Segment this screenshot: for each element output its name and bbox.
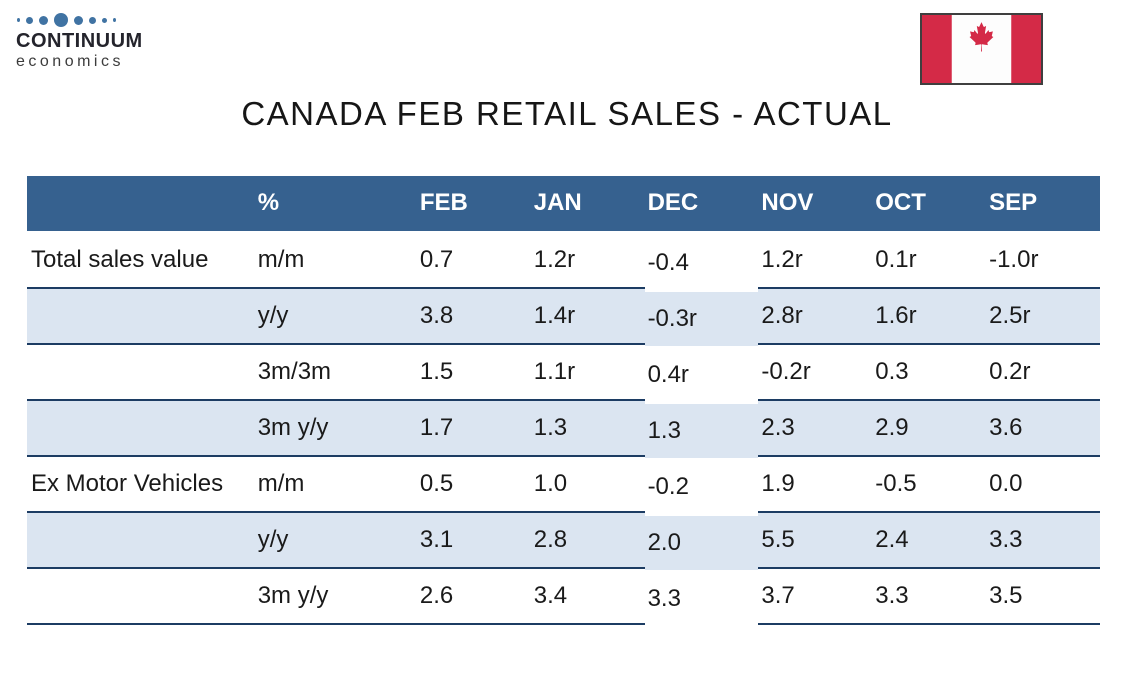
page-title: CANADA FEB RETAIL SALES - ACTUAL	[241, 95, 893, 132]
logo-tagline: economics	[16, 53, 124, 70]
table-row: 3m y/y 2.6 3.4 3.3 3.7 3.3 3.5	[27, 567, 1100, 628]
table-row: y/y 3.1 2.8 2.0 5.5 2.4 3.3	[27, 511, 1100, 571]
cell-value: 1.0	[530, 455, 645, 512]
logo-wordmark: CONTINUUM	[16, 30, 143, 52]
logo-dot	[113, 18, 116, 22]
column-header-oct: OCT	[872, 176, 987, 234]
cell-value: 3.3	[644, 570, 759, 628]
cell-value: 3.3	[872, 567, 987, 625]
row-measure: 3m y/y	[254, 399, 417, 456]
cell-value: 0.7	[416, 231, 531, 288]
cell-value: 2.8r	[758, 287, 873, 344]
row-label	[27, 343, 255, 400]
row-label	[27, 511, 255, 568]
cell-value: -0.5	[872, 455, 987, 512]
logo-dots-icon	[17, 12, 196, 28]
row-measure: 3m/3m	[254, 343, 417, 400]
cell-value: -0.2r	[758, 343, 873, 400]
cell-value: 5.5	[758, 511, 873, 568]
cell-value: 3.6	[986, 399, 1100, 456]
continuum-economics-logo: CONTINUUM economics	[16, 12, 196, 71]
row-measure: m/m	[254, 231, 417, 288]
column-header-nov: NOV	[758, 176, 873, 234]
column-header-dec: DEC	[644, 176, 759, 234]
column-header-feb: FEB	[416, 176, 531, 234]
logo-dot	[89, 16, 96, 24]
cell-value: 1.3	[530, 399, 645, 456]
cell-value: 3.1	[416, 511, 531, 568]
cell-value: 0.5	[416, 455, 531, 512]
cell-value: 0.4r	[644, 346, 759, 403]
retail-sales-table: % FEB JAN DEC NOV OCT SEP Total sales va…	[27, 176, 1100, 628]
cell-value: 1.5	[416, 343, 531, 400]
cell-value: 2.3	[758, 399, 873, 456]
logo-dot	[17, 18, 20, 22]
row-measure: y/y	[254, 287, 417, 344]
canada-flag-icon	[920, 13, 1043, 85]
row-measure: m/m	[254, 455, 417, 512]
cell-value: -0.2	[644, 458, 759, 515]
logo-dot	[26, 16, 33, 24]
cell-value: 2.9	[872, 399, 987, 456]
cell-value: 3.5	[986, 567, 1100, 625]
cell-value: 3.7	[758, 567, 873, 625]
cell-value: 0.3	[872, 343, 987, 400]
cell-value: 2.8	[530, 511, 645, 568]
table-row: Ex Motor Vehicles m/m 0.5 1.0 -0.2 1.9 -0.5 0.0	[27, 455, 1100, 515]
cell-value: 1.2r	[758, 231, 873, 288]
cell-value: 1.2r	[530, 231, 645, 288]
cell-value: 0.2r	[986, 343, 1100, 400]
header-row: % FEB JAN DEC NOV OCT SEP	[27, 176, 1100, 234]
row-measure: 3m y/y	[254, 567, 417, 625]
cell-value: 0.0	[986, 455, 1100, 512]
logo-dot	[39, 15, 48, 25]
cell-value: -1.0r	[986, 231, 1100, 288]
row-label	[27, 567, 255, 625]
table-row: y/y 3.8 1.4r -0.3r 2.8r 1.6r 2.5r	[27, 287, 1100, 347]
cell-value: 2.4	[872, 511, 987, 568]
row-measure: y/y	[254, 511, 417, 568]
data-table: % FEB JAN DEC NOV OCT SEP Total sales va…	[27, 176, 1100, 628]
cell-value: 1.6r	[872, 287, 987, 344]
column-header-jan: JAN	[530, 176, 645, 234]
row-label: Total sales value	[27, 231, 255, 288]
cell-value: 1.4r	[530, 287, 645, 344]
cell-value: 2.6	[416, 567, 531, 625]
cell-value: -0.4	[644, 234, 759, 291]
table-row: Total sales value m/m 0.7 1.2r -0.4 1.2r 0.1r -…	[27, 231, 1100, 291]
table-row: 3m/3m 1.5 1.1r 0.4r -0.2r 0.3 0.2r	[27, 343, 1100, 403]
cell-value: 1.9	[758, 455, 873, 512]
table-row: 3m y/y 1.7 1.3 1.3 2.3 2.9 3.6	[27, 399, 1100, 459]
row-label	[27, 399, 255, 456]
row-label	[27, 287, 255, 344]
cell-value: 3.8	[416, 287, 531, 344]
cell-value: 1.7	[416, 399, 531, 456]
cell-value: 0.1r	[872, 231, 987, 288]
logo-dot	[102, 17, 107, 23]
column-header-percent: %	[254, 176, 417, 234]
cell-value: -0.3r	[644, 290, 759, 347]
column-header-sep: SEP	[986, 176, 1100, 234]
row-label: Ex Motor Vehicles	[27, 455, 255, 512]
cell-value: 3.4	[530, 567, 645, 625]
cell-value: 2.0	[644, 514, 759, 571]
cell-value: 3.3	[986, 511, 1100, 568]
cell-value: 1.3	[644, 402, 759, 459]
cell-value: 2.5r	[986, 287, 1100, 344]
logo-dot	[54, 13, 68, 27]
logo-dot	[74, 15, 83, 25]
column-header-blank	[27, 176, 255, 234]
cell-value: 1.1r	[530, 343, 645, 400]
